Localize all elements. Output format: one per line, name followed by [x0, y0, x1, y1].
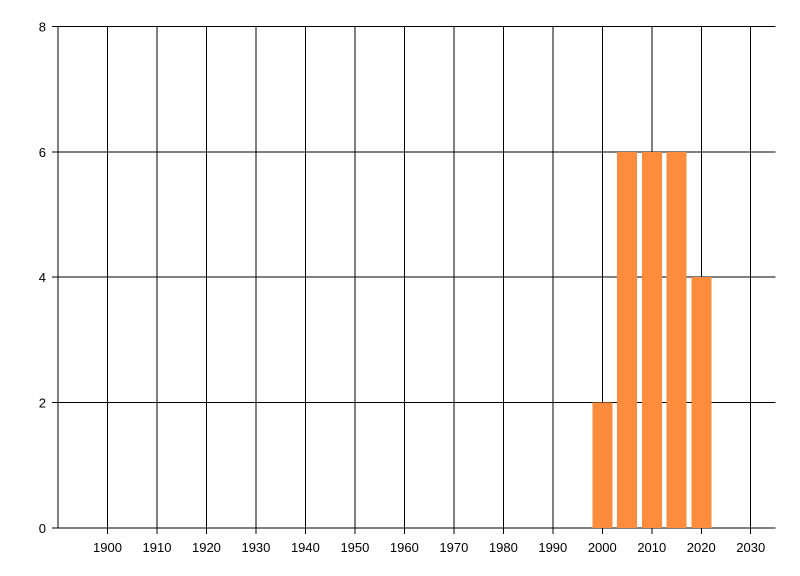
svg-text:1990: 1990 [538, 540, 567, 555]
svg-text:2: 2 [39, 395, 46, 410]
svg-text:1950: 1950 [340, 540, 369, 555]
svg-text:1940: 1940 [291, 540, 320, 555]
svg-text:1930: 1930 [241, 540, 270, 555]
svg-text:1960: 1960 [390, 540, 419, 555]
svg-text:0: 0 [39, 521, 46, 536]
svg-text:2020: 2020 [687, 540, 716, 555]
svg-text:1920: 1920 [192, 540, 221, 555]
svg-text:4: 4 [39, 270, 46, 285]
svg-text:1910: 1910 [143, 540, 172, 555]
svg-text:6: 6 [39, 145, 46, 160]
svg-text:2000: 2000 [588, 540, 617, 555]
svg-text:1980: 1980 [489, 540, 518, 555]
svg-text:2030: 2030 [736, 540, 765, 555]
svg-text:8: 8 [39, 19, 46, 34]
svg-text:1900: 1900 [93, 540, 122, 555]
svg-text:1970: 1970 [439, 540, 468, 555]
svg-text:2010: 2010 [637, 540, 666, 555]
